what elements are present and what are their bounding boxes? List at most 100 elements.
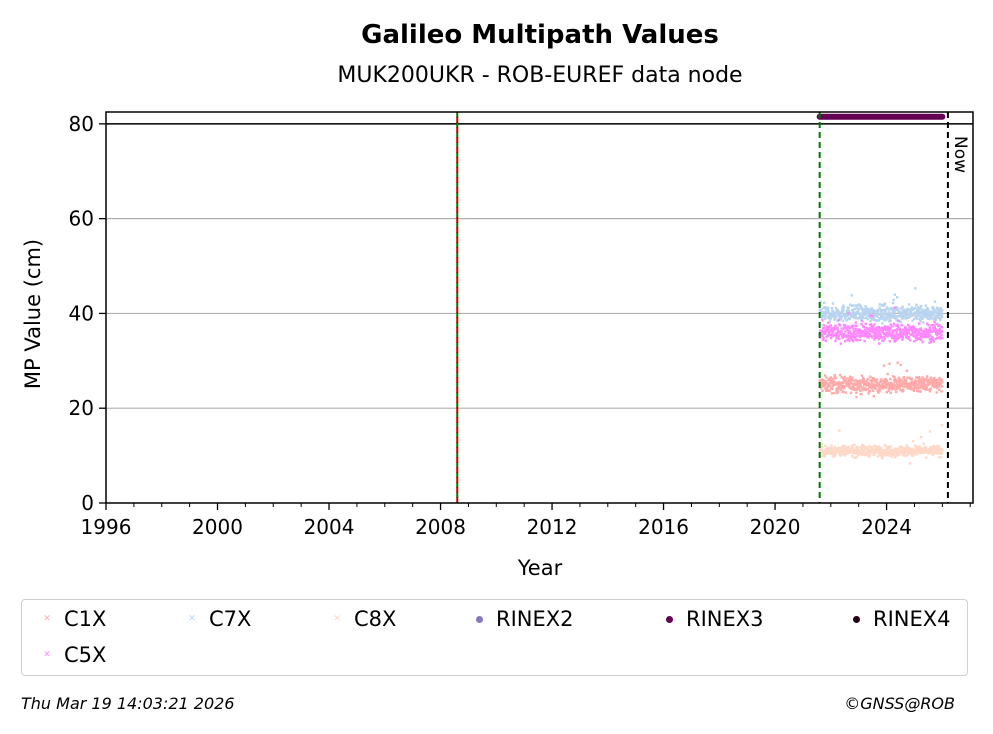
data-point-c1x (934, 381, 937, 384)
data-point-c5x (875, 329, 878, 332)
data-point-c7x (924, 310, 927, 313)
data-point-c8x (880, 457, 884, 460)
data-point-c5x (872, 324, 875, 328)
data-point-c7x (938, 308, 941, 311)
data-point-c8x (931, 450, 934, 453)
data-point-c8x (905, 444, 909, 447)
data-point-c5x (912, 332, 915, 335)
data-point-c7x (893, 311, 896, 314)
data-point-c5x (843, 325, 846, 329)
data-point-c8x (879, 446, 883, 449)
data-point-c5x (891, 325, 894, 328)
data-point-c8x (851, 446, 854, 449)
data-point-c1x (867, 392, 870, 395)
data-point-c7x (866, 317, 869, 321)
legend-item-rinex3: RINEX3 (662, 607, 764, 631)
data-point-c8x (868, 448, 871, 452)
data-point-c8x (927, 447, 931, 451)
y-tick-label: 80 (69, 112, 94, 136)
data-point-c1x (848, 378, 851, 381)
data-point-c5x (821, 319, 824, 322)
data-point-c1x (876, 382, 879, 385)
data-point-c1x (879, 380, 882, 384)
data-point-c7x (875, 320, 878, 323)
data-point-c5x (911, 330, 914, 334)
data-point-c1x (834, 376, 837, 380)
data-point-c5x (932, 340, 935, 343)
data-point-c1x (900, 378, 903, 382)
data-point-c7x (891, 310, 894, 313)
data-point-c8x (872, 448, 875, 452)
data-point-c5x (874, 330, 878, 334)
data-point-c5x (840, 332, 843, 335)
data-point-c5x (889, 323, 892, 326)
data-point-c5x (874, 332, 877, 335)
data-point-c1x (886, 372, 889, 376)
data-point-c7x (932, 308, 935, 311)
data-point-c5x (847, 330, 850, 334)
data-point-c1x (922, 381, 926, 384)
data-point-c7x (841, 319, 844, 322)
data-point-c8x (941, 449, 944, 452)
data-point-c7x (900, 311, 903, 314)
x-tick-label: 2000 (192, 515, 243, 539)
data-point-c5x (882, 339, 885, 342)
data-point-c5x (848, 339, 851, 342)
data-point-c7x (873, 311, 877, 315)
data-point-c5x (921, 334, 924, 337)
data-point-c1x (860, 392, 863, 396)
data-point-c7x (933, 300, 937, 303)
data-point-c5x (877, 328, 880, 331)
data-point-c5x (882, 326, 885, 329)
data-point-c5x (892, 322, 896, 325)
data-point-c1x (835, 389, 838, 392)
data-point-c1x (919, 384, 922, 387)
data-point-c5x (939, 336, 943, 340)
data-point-c7x (831, 302, 835, 305)
data-point-c5x (896, 338, 899, 341)
data-point-c8x (907, 452, 911, 455)
data-point-c5x (869, 314, 872, 317)
data-point-c5x (930, 330, 933, 334)
data-point-c1x (877, 383, 881, 386)
data-point-c7x (848, 310, 851, 313)
data-point-c5x (923, 335, 926, 339)
data-point-c8x (869, 450, 873, 453)
data-point-c5x (935, 333, 939, 337)
data-point-c1x (940, 378, 943, 381)
data-point-c7x (926, 307, 929, 310)
data-point-c5x (873, 338, 876, 341)
data-point-c5x (822, 324, 826, 327)
data-point-c5x (938, 327, 941, 330)
data-point-c7x (862, 316, 865, 320)
data-point-c8x (830, 444, 833, 447)
data-point-c1x (870, 383, 873, 387)
data-point-c5x (863, 339, 866, 343)
data-point-c7x (872, 308, 875, 312)
data-point-c7x (849, 303, 852, 306)
data-point-c7x (893, 293, 896, 296)
data-point-c8x (866, 452, 869, 456)
data-point-c5x (840, 330, 843, 333)
data-point-c5x (914, 331, 917, 334)
data-point-c8x (893, 455, 897, 459)
data-point-c5x (846, 326, 850, 329)
data-point-c1x (850, 379, 853, 382)
data-point-c5x (870, 336, 874, 339)
data-point-c5x (853, 329, 856, 333)
legend-marker-icon (472, 615, 486, 623)
data-point-c8x (843, 444, 847, 448)
data-point-c5x (847, 332, 850, 335)
data-point-c8x (841, 444, 844, 448)
data-point-c1x (839, 373, 842, 377)
data-point-c8x (820, 442, 823, 446)
data-point-c5x (831, 330, 835, 333)
data-point-c1x (822, 379, 826, 382)
data-point-c1x (895, 381, 899, 384)
data-point-c8x (911, 449, 914, 453)
data-point-c7x (822, 311, 826, 314)
data-point-c5x (851, 338, 854, 341)
data-point-c7x (836, 308, 839, 311)
data-point-c1x (844, 378, 847, 382)
data-point-c5x (840, 327, 843, 330)
